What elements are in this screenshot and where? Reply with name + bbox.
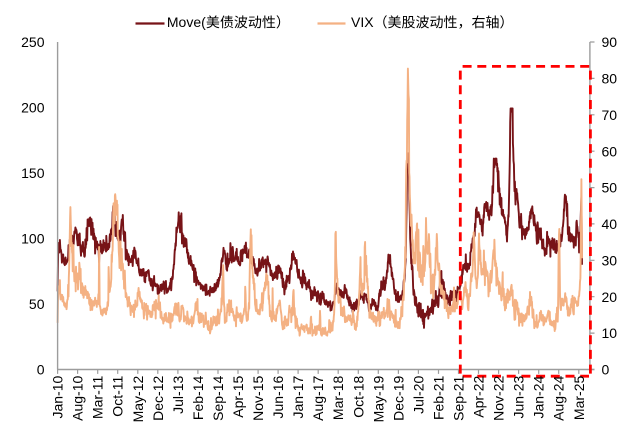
svg-text:May-12: May-12 [130, 375, 146, 422]
svg-text:Feb-21: Feb-21 [431, 375, 447, 420]
svg-text:Jul-20: Jul-20 [410, 375, 426, 413]
svg-text:30: 30 [602, 252, 618, 268]
svg-text:Mar-11: Mar-11 [90, 375, 106, 419]
svg-text:Oct-18: Oct-18 [350, 375, 366, 417]
svg-text:Nov-22: Nov-22 [491, 375, 507, 420]
svg-text:10: 10 [602, 325, 618, 341]
svg-text:Jan-17: Jan-17 [290, 375, 306, 418]
svg-text:Feb-14: Feb-14 [190, 375, 206, 420]
svg-text:Aug-17: Aug-17 [310, 375, 326, 420]
svg-text:Dec-12: Dec-12 [150, 375, 166, 420]
svg-text:Jul-13: Jul-13 [170, 375, 186, 413]
svg-text:Apr-22: Apr-22 [471, 375, 487, 417]
svg-text:Jun-16: Jun-16 [270, 375, 286, 418]
svg-text:May-19: May-19 [370, 375, 386, 422]
svg-text:100: 100 [21, 231, 45, 247]
svg-text:Jan-24: Jan-24 [531, 375, 547, 418]
svg-text:Dec-19: Dec-19 [390, 375, 406, 420]
svg-text:Mar-25: Mar-25 [571, 376, 587, 421]
svg-text:Nov-15: Nov-15 [250, 375, 266, 420]
svg-text:0: 0 [37, 362, 45, 378]
svg-text:70: 70 [602, 107, 618, 123]
svg-text:80: 80 [602, 71, 618, 87]
svg-text:0: 0 [602, 362, 610, 378]
svg-text:Apr-15: Apr-15 [230, 375, 246, 417]
svg-text:VIX: VIX [351, 14, 374, 30]
svg-text:20: 20 [602, 289, 618, 305]
svg-text:Oct-11: Oct-11 [110, 375, 126, 416]
svg-text:60: 60 [602, 143, 618, 159]
svg-text:50: 50 [602, 180, 618, 196]
svg-text:Aug-10: Aug-10 [70, 375, 86, 420]
svg-text:Jun-23: Jun-23 [511, 375, 527, 418]
svg-text:90: 90 [602, 34, 618, 50]
svg-text:250: 250 [21, 34, 45, 50]
svg-text:Aug-24: Aug-24 [551, 375, 567, 420]
svg-text:200: 200 [21, 100, 45, 116]
svg-text:Move(: Move( [167, 14, 206, 30]
svg-text:Mar-18: Mar-18 [330, 376, 346, 421]
svg-text:50: 50 [29, 296, 45, 312]
svg-text:Sep-21: Sep-21 [451, 375, 467, 420]
svg-text:Jan-10: Jan-10 [50, 375, 66, 418]
svg-text:Sep-14: Sep-14 [210, 375, 226, 420]
svg-text:40: 40 [602, 216, 618, 232]
svg-text:150: 150 [21, 165, 45, 181]
